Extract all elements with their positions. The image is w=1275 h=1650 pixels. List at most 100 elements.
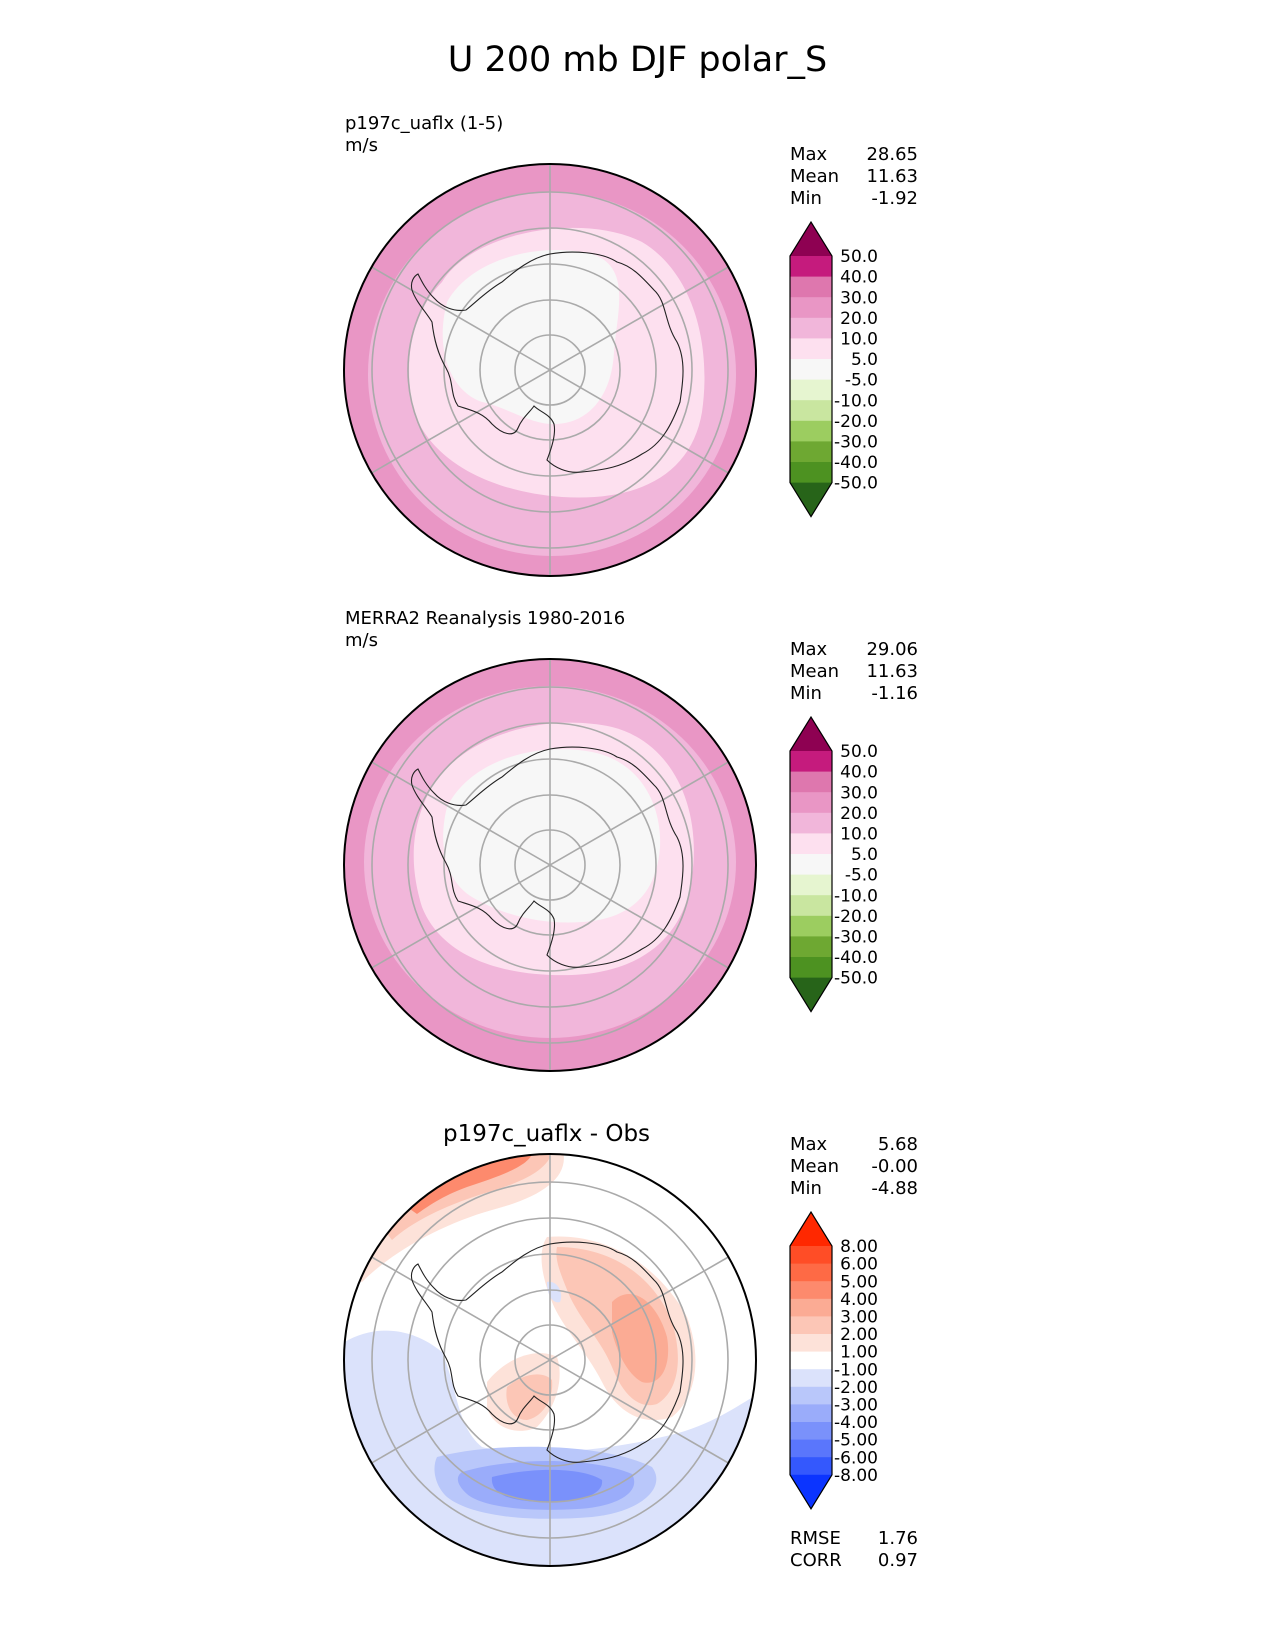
colorbar-tick-label: -6.00 <box>834 1448 878 1468</box>
colorbar-obs: 50.040.030.020.010.05.0-5.0-10.0-20.0-30… <box>789 715 878 1013</box>
colorbar-extend-min <box>790 1474 832 1509</box>
stat-mean-label: Mean <box>790 1156 840 1177</box>
colorbar-tick-label: -5.0 <box>845 371 878 391</box>
colorbar-swatch <box>790 854 832 876</box>
colorbar-swatch <box>790 1439 832 1458</box>
rmse-label: RMSE <box>790 1528 841 1549</box>
colorbar-tick-label: 4.00 <box>840 1290 878 1310</box>
colorbar-tick-label: -4.00 <box>834 1413 878 1433</box>
colorbar-swatch <box>790 1386 832 1405</box>
colorbar-swatch <box>790 400 832 422</box>
colorbar-swatch <box>790 1404 832 1423</box>
stat-max-label: Max <box>790 639 828 660</box>
panel-3-title: p197c_uaflx - Obs <box>443 1121 651 1147</box>
panel-1-label: p197c_uaflx (1-5) m/s <box>345 113 503 157</box>
colorbar-tick-label: 5.0 <box>851 845 878 865</box>
colorbar-tick-label: -40.0 <box>834 453 878 473</box>
colorbar-outline <box>789 1210 833 1510</box>
contour-band-neg5-5 <box>443 749 661 923</box>
colorbar-tick-label: -50.0 <box>834 969 878 989</box>
colorbar-model: 50.040.030.020.010.05.0-5.0-10.0-20.0-30… <box>789 220 878 518</box>
panel-1-stats: Max 28.65 Mean 11.63 Min -1.92 <box>790 144 918 210</box>
polar-map-model <box>343 163 757 577</box>
colorbar-tick-label: 6.00 <box>840 1255 878 1275</box>
colorbar-swatch <box>790 895 832 917</box>
graticule <box>371 164 729 576</box>
colorbar-tick-label: -50.0 <box>834 474 878 494</box>
stat-mean-value: -0.00 <box>871 1156 918 1177</box>
colorbar-extend-min <box>790 482 832 517</box>
colorbar-swatch <box>790 751 832 773</box>
colorbar-swatch <box>790 317 832 339</box>
colorbar-swatch <box>790 812 832 834</box>
colorbar-swatch <box>790 936 832 958</box>
colorbar-swatch <box>790 1422 832 1441</box>
contour-band-2-3 <box>506 1374 553 1420</box>
colorbar-swatch <box>790 771 832 793</box>
stat-max-value: 28.65 <box>866 144 918 165</box>
colorbar-model-swatches <box>789 220 833 518</box>
colorbar-swatch <box>790 833 832 855</box>
colorbar-diff-swatches <box>789 1210 833 1510</box>
colorbar-diff-ticks: 8.006.005.004.003.002.001.00-1.00-2.00-3… <box>834 1237 878 1486</box>
contour-band-neg2-neg1 <box>344 1330 756 1566</box>
colorbar-tick-label: -30.0 <box>834 433 878 453</box>
polar-map-obs <box>343 658 757 1072</box>
colorbar-swatch <box>790 1263 832 1282</box>
contour-band-2-3 <box>382 1154 552 1240</box>
colorbar-extend-min <box>790 977 832 1012</box>
colorbar-tick-label: -5.00 <box>834 1431 878 1451</box>
antarctica-coastline <box>410 251 684 473</box>
colorbar-tick-label: 20.0 <box>840 309 878 329</box>
colorbar-swatch <box>790 874 832 896</box>
stat-max-label: Max <box>790 144 828 165</box>
colorbar-model-ticks: 50.040.030.020.010.05.0-5.0-10.0-20.0-30… <box>834 247 878 494</box>
colorbar-swatch <box>790 1351 832 1370</box>
colorbar-tick-label: 2.00 <box>840 1325 878 1345</box>
panel-2-label: MERRA2 Reanalysis 1980-2016 m/s <box>345 608 625 652</box>
stat-max-value: 29.06 <box>866 639 918 660</box>
panel-2-title: MERRA2 Reanalysis 1980-2016 <box>345 608 626 629</box>
colorbar-swatch <box>790 338 832 360</box>
colorbar-swatch <box>790 792 832 814</box>
colorbar-swatch <box>790 957 832 979</box>
stat-mean-label: Mean <box>790 166 840 187</box>
colorbar-tick-label: -3.00 <box>834 1396 878 1416</box>
colorbar-obs-swatches <box>789 715 833 1013</box>
colorbar-swatch <box>790 359 832 381</box>
colorbar-tick-label: -8.00 <box>834 1466 878 1486</box>
antarctica-coastline <box>410 746 684 968</box>
colorbar-tick-label: 3.00 <box>840 1308 878 1328</box>
stat-max-value: 5.68 <box>877 1134 918 1155</box>
colorbar-swatch <box>790 462 832 484</box>
colorbar-extend-max <box>790 222 832 256</box>
figure-title: U 200 mb DJF polar_S <box>447 40 828 80</box>
colorbar-tick-label: 5.00 <box>840 1272 878 1292</box>
map-boundary <box>343 163 757 577</box>
colorbar-swatch <box>790 256 832 278</box>
colorbar-swatch <box>790 379 832 401</box>
stat-min-value: -1.16 <box>871 683 918 704</box>
antarctica-coastline <box>410 1241 684 1463</box>
colorbar-tick-label: -1.00 <box>834 1360 878 1380</box>
colorbar-swatch <box>790 297 832 319</box>
polar-map-diff <box>343 1153 757 1567</box>
colorbar-swatch <box>790 441 832 463</box>
colorbar-obs-ticks: 50.040.030.020.010.05.0-5.0-10.0-20.0-30… <box>834 742 878 989</box>
contour-band-neg5-neg4 <box>491 1469 603 1502</box>
colorbar-tick-label: 40.0 <box>840 268 878 288</box>
colorbar-tick-label: 1.00 <box>840 1343 878 1363</box>
colorbar-swatch <box>790 1334 832 1353</box>
stat-min-label: Min <box>790 683 822 704</box>
colorbar-swatch <box>790 1457 832 1476</box>
colorbar-outline <box>789 220 833 518</box>
colorbar-tick-label: -10.0 <box>834 391 878 411</box>
panel-1-units: m/s <box>345 135 378 156</box>
colorbar-swatch <box>790 915 832 937</box>
colorbar-swatch <box>790 1281 832 1300</box>
colorbar-outline <box>789 715 833 1013</box>
graticule <box>371 1154 729 1566</box>
contour-band-neg5-5 <box>442 250 620 425</box>
stat-min-value: -4.88 <box>871 1178 918 1199</box>
map-boundary <box>343 658 757 1072</box>
